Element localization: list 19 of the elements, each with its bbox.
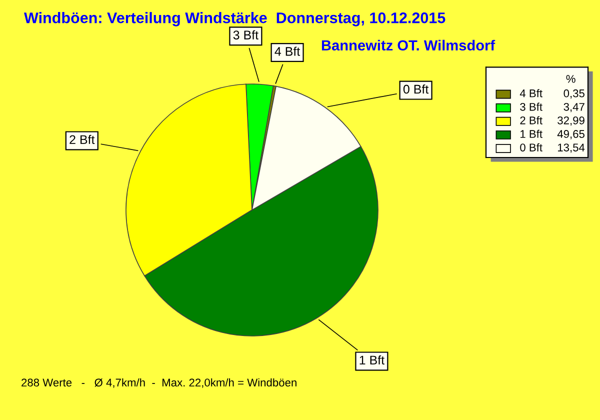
data-label: 13,54 [558,144,585,153]
legend-label: 1 Bft [520,130,542,138]
data-label: 49,65 [557,130,584,140]
slice-label: 0 Bft [403,84,429,94]
text: Bannewitz OT. Wilmsdorf [322,40,496,51]
data-label: 3,47 [564,102,584,112]
slice-label: 2 Bft [70,134,95,144]
slice-label: 3 Bft [233,30,258,40]
legend-label: 0 Bft [520,143,542,152]
data-label: 0,35 [564,89,584,99]
legend-title: % [566,75,576,83]
data-label: 32,99 [558,116,584,126]
legend-label: 4 Bft [520,89,542,98]
legend-label: 3 Bft [520,102,542,111]
slice-label: 1 Bft [360,355,384,365]
slice-label: 4 Bft [274,46,300,56]
chart-title: Windböen: Verteilung Windstärke Donnerstag, 10.12.2015 [24,12,446,26]
text: 288 Werte - Ø 4,7km/h - Max. 22,0km/h = Windböen [22,378,296,388]
legend-label: 2 Bft [520,116,542,124]
